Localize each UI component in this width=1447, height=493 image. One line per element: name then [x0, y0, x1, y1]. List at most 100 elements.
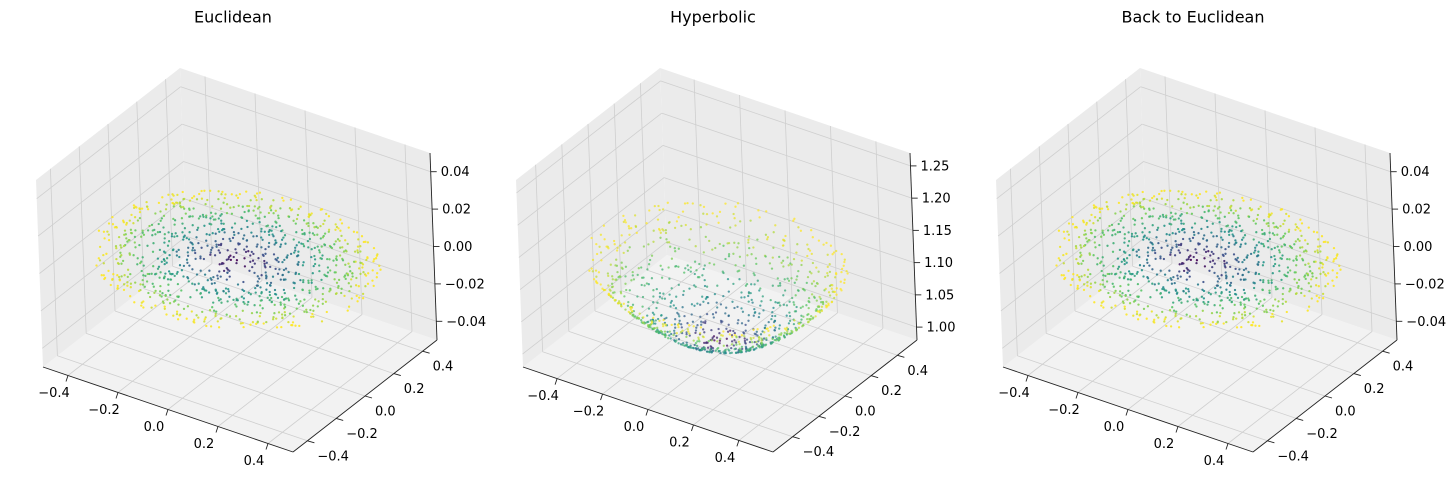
- data-point: [218, 251, 222, 254]
- data-point: [669, 337, 672, 340]
- data-point: [1300, 222, 1304, 225]
- data-point: [335, 264, 338, 267]
- data-point: [212, 301, 215, 304]
- data-point: [1197, 243, 1200, 246]
- data-point: [722, 330, 725, 333]
- data-point: [753, 273, 756, 277]
- data-point: [698, 332, 702, 335]
- data-point: [126, 268, 130, 271]
- data-point: [1195, 251, 1198, 254]
- data-point: [353, 250, 357, 253]
- data-point: [787, 279, 791, 282]
- data-point: [294, 294, 297, 297]
- grid-line: [663, 177, 915, 263]
- data-point: [1176, 277, 1180, 280]
- data-point: [695, 344, 699, 348]
- data-point: [759, 304, 762, 307]
- data-point: [320, 278, 323, 282]
- data-point: [1164, 316, 1167, 319]
- data-point: [132, 254, 135, 257]
- data-point: [752, 314, 755, 317]
- data-point: [95, 264, 98, 267]
- data-point: [103, 277, 106, 281]
- data-point: [1058, 245, 1062, 249]
- data-point: [755, 262, 758, 266]
- data-point: [654, 319, 657, 322]
- data-point: [667, 337, 670, 340]
- data-point: [260, 230, 263, 233]
- data-point: [1159, 255, 1162, 258]
- data-point: [282, 268, 286, 272]
- data-point: [259, 311, 262, 315]
- z-tick-label: 0.02: [442, 203, 471, 218]
- data-point: [333, 278, 336, 281]
- data-point: [1178, 230, 1181, 233]
- data-point: [674, 318, 677, 321]
- data-point: [1144, 212, 1147, 215]
- data-point: [253, 205, 256, 208]
- data-point: [722, 244, 725, 247]
- data-point: [119, 255, 122, 258]
- data-point: [112, 273, 115, 276]
- data-point: [198, 192, 201, 196]
- data-point: [120, 275, 123, 278]
- y-tick: [336, 417, 344, 421]
- data-point: [1114, 212, 1117, 215]
- data-point: [299, 300, 302, 303]
- data-point: [599, 283, 602, 286]
- data-point: [229, 254, 232, 257]
- y-tick-label: 0.4: [433, 360, 454, 375]
- data-point: [1274, 288, 1278, 291]
- data-point: [319, 237, 322, 240]
- data-point: [739, 220, 742, 223]
- data-point: [220, 222, 223, 225]
- data-point: [347, 305, 351, 308]
- data-point: [1111, 229, 1114, 232]
- z-tick-label: 0.00: [1404, 240, 1433, 255]
- y-tick-label: 0.0: [855, 405, 876, 420]
- data-point: [276, 296, 280, 300]
- y-tick: [792, 436, 800, 440]
- data-point: [1156, 226, 1160, 229]
- data-point: [677, 283, 680, 287]
- data-point: [337, 278, 341, 282]
- data-point: [141, 283, 145, 286]
- data-point: [269, 265, 272, 269]
- data-point: [237, 204, 240, 207]
- data-point: [243, 210, 246, 214]
- data-point: [1294, 228, 1297, 231]
- data-point: [689, 228, 692, 231]
- data-point: [280, 229, 283, 233]
- data-point: [800, 318, 803, 321]
- data-point: [1139, 206, 1143, 209]
- data-point: [665, 316, 668, 320]
- data-point: [806, 254, 809, 258]
- data-point: [790, 277, 793, 280]
- data-point: [274, 209, 277, 212]
- data-point: [188, 215, 191, 218]
- data-point: [768, 334, 771, 337]
- data-point: [1280, 278, 1283, 282]
- data-point: [255, 245, 258, 248]
- data-point: [172, 300, 176, 303]
- data-point: [1086, 268, 1090, 271]
- data-point: [364, 285, 367, 288]
- data-point: [681, 329, 684, 332]
- data-point: [116, 287, 119, 290]
- data-point: [204, 316, 207, 319]
- data-point: [138, 208, 142, 211]
- data-point: [681, 210, 685, 213]
- data-point: [1268, 231, 1271, 234]
- data-point: [1231, 275, 1235, 278]
- data-point: [656, 301, 659, 304]
- data-point: [675, 220, 679, 223]
- data-point: [686, 264, 689, 267]
- data-point: [694, 329, 698, 332]
- data-point: [366, 256, 369, 260]
- grid-line: [660, 80, 911, 167]
- data-point: [846, 272, 849, 275]
- data-point: [316, 305, 319, 308]
- data-point: [258, 221, 261, 224]
- data-point: [1220, 198, 1223, 201]
- data-point: [260, 227, 263, 231]
